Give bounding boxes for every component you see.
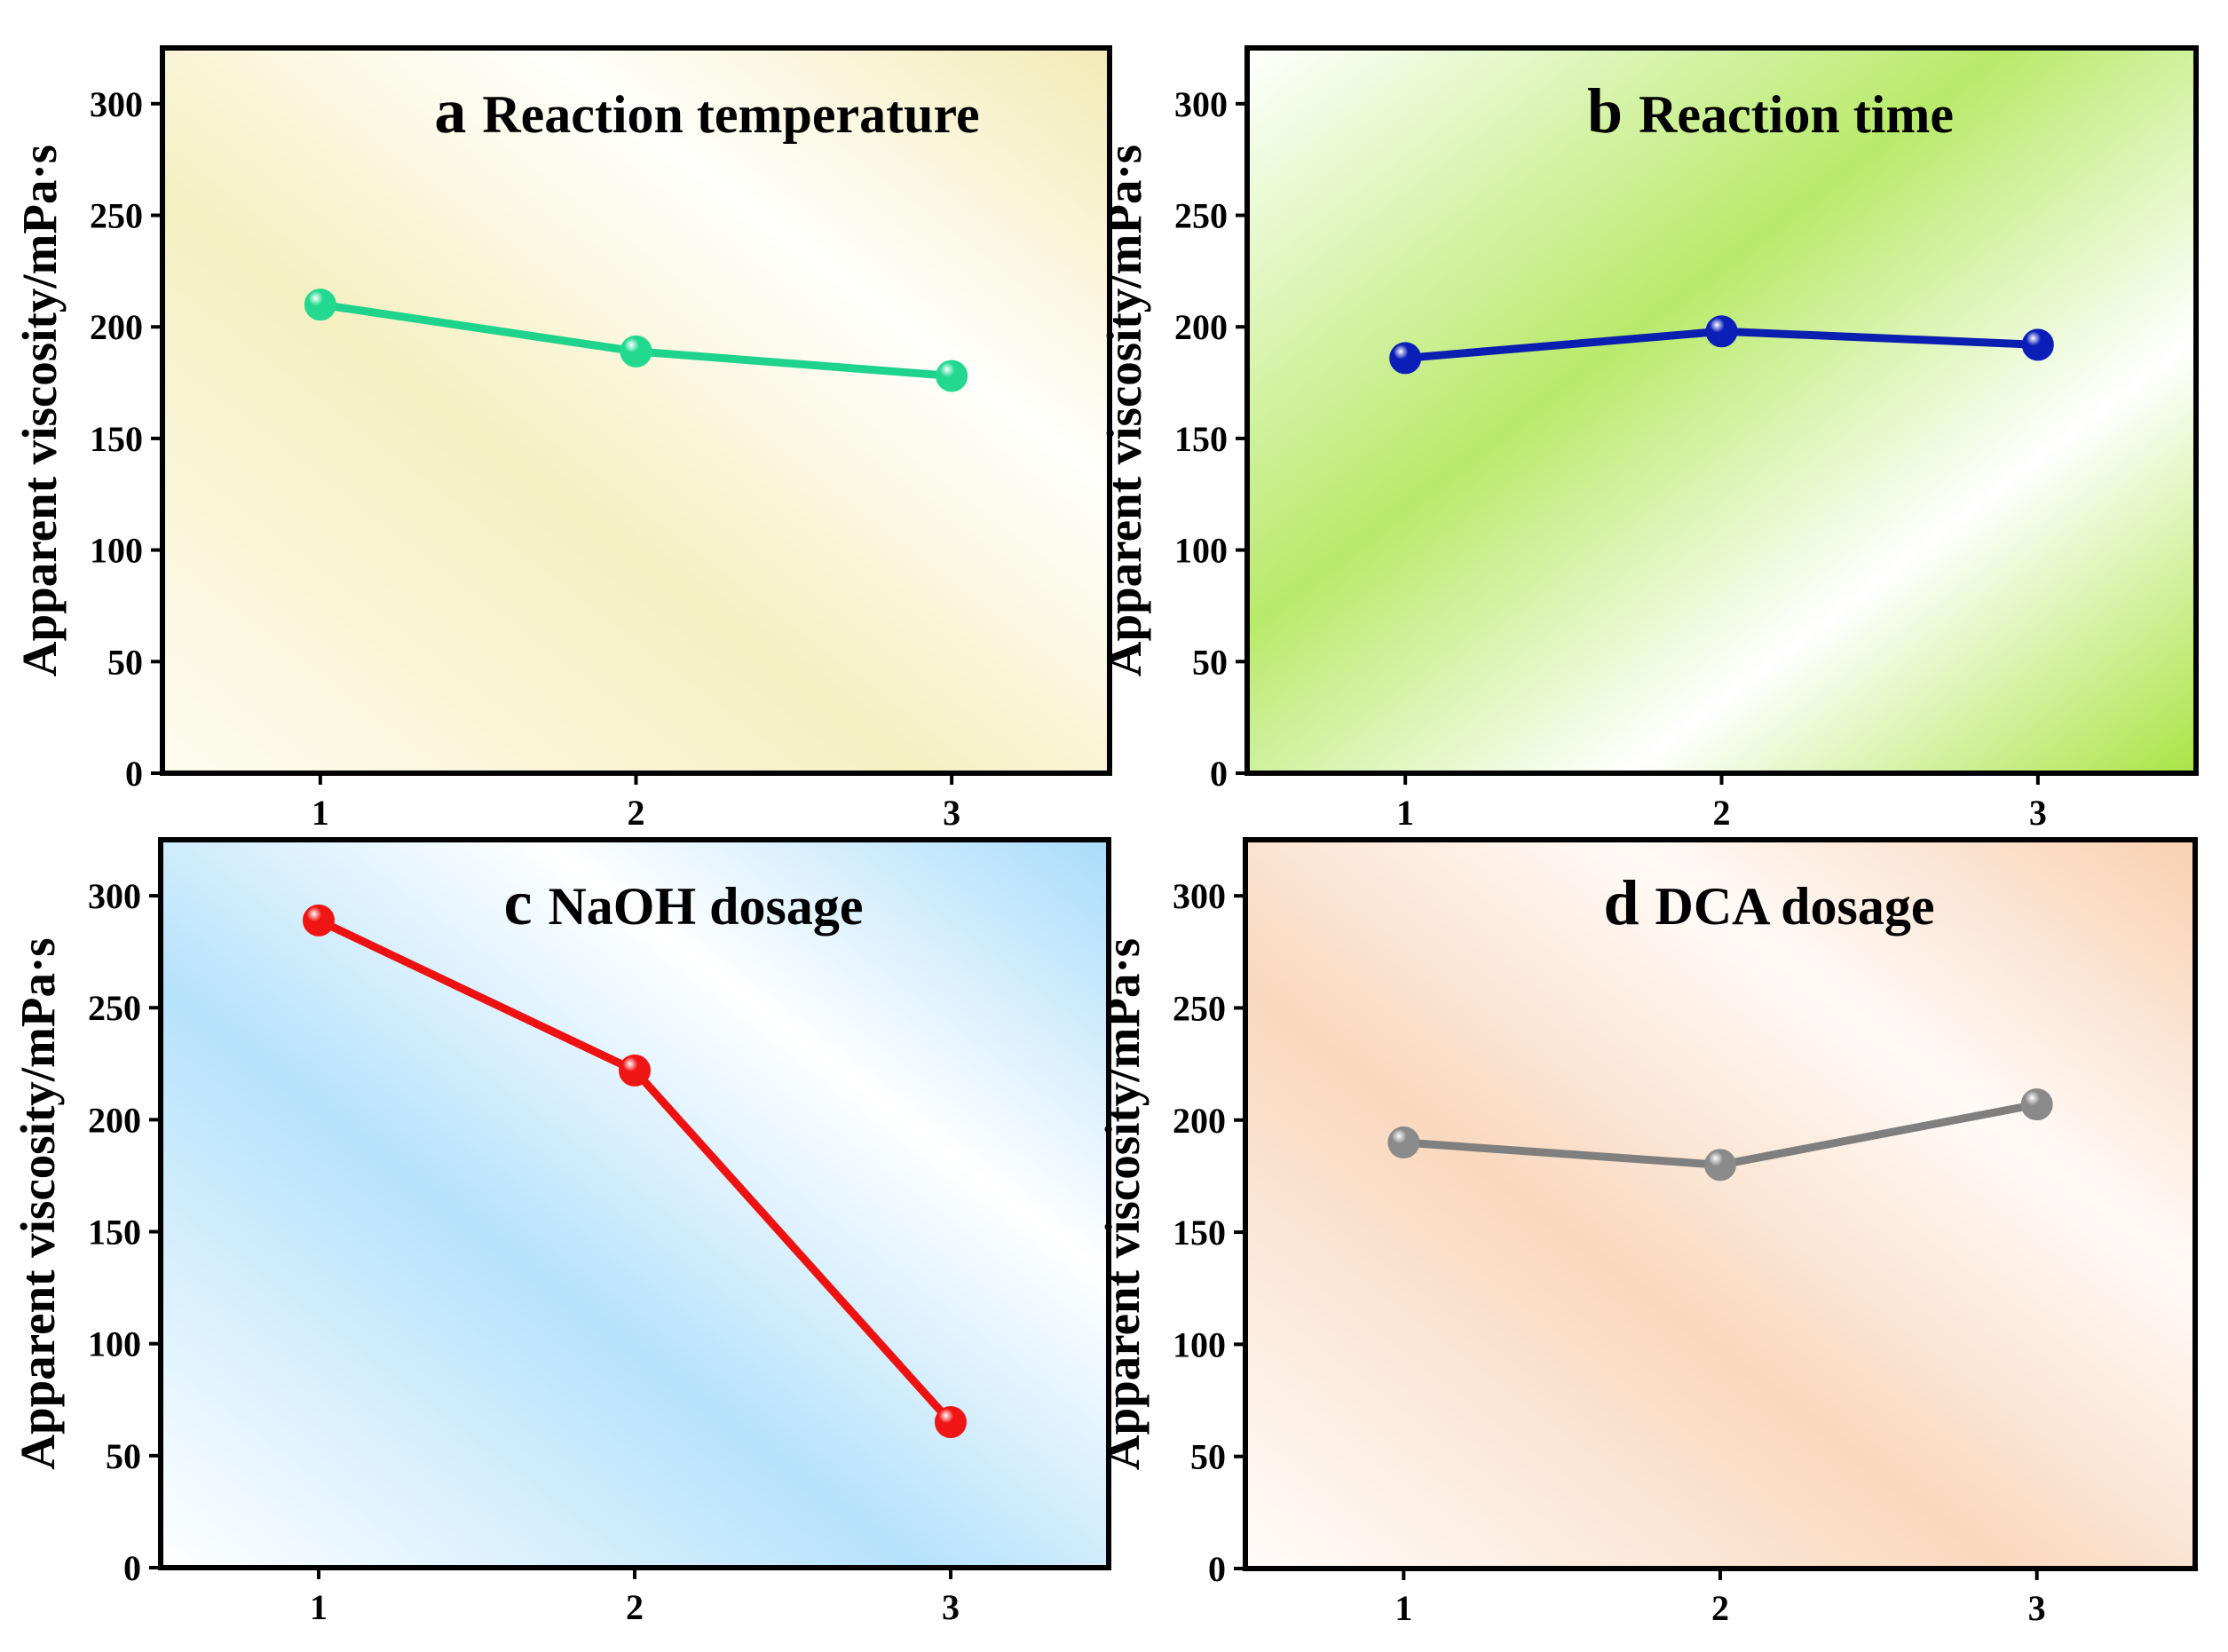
y-tick-label-b: 100 xyxy=(1174,531,1228,571)
data-point-b xyxy=(1705,315,1738,348)
y-tick-label-b: 250 xyxy=(1174,196,1228,236)
plot-area-c xyxy=(161,840,1109,1568)
plot-frame-c xyxy=(158,837,1111,1570)
y-tick-label-d: 0 xyxy=(1208,1549,1226,1589)
data-point-d xyxy=(2020,1088,2053,1121)
x-tick-label-c: 3 xyxy=(942,1587,960,1627)
data-point-a xyxy=(620,335,652,368)
y-tick-label-d: 200 xyxy=(1173,1101,1226,1141)
data-point-a xyxy=(304,289,336,321)
panel-title-a: a Reaction temperature xyxy=(434,75,979,146)
panel-title-text-d: DCA dosage xyxy=(1655,877,1935,936)
y-tick-label-c: 100 xyxy=(88,1324,141,1364)
data-point-d xyxy=(1704,1149,1736,1182)
y-tick-label-d: 250 xyxy=(1173,988,1226,1028)
panel-c: 0 50 100 150 200 250 300 1 2 3 Apparent viscosity/… xyxy=(11,837,1111,1627)
panel-letter-b: b xyxy=(1587,75,1623,146)
y-tick-label-a: 100 xyxy=(90,531,143,571)
y-tick-label-a: 50 xyxy=(107,642,143,682)
y-tick-label-a: 150 xyxy=(90,419,143,459)
y-axis-title-d: Apparent viscosity/mPa·s xyxy=(1095,938,1150,1470)
y-tick-label-d: 300 xyxy=(1173,876,1226,916)
y-axis-title-c: Apparent viscosity/mPa·s xyxy=(11,937,65,1469)
data-point-b xyxy=(1389,342,1422,375)
y-tick-label-c: 300 xyxy=(88,876,141,916)
y-tick-label-d: 100 xyxy=(1173,1324,1226,1364)
data-point-d xyxy=(1387,1126,1420,1159)
data-point-b xyxy=(2021,328,2054,361)
panel-b: 0 50 100 150 200 250 300 1 2 3 Apparent viscosity/… xyxy=(1097,45,2199,833)
y-tick-label-c: 200 xyxy=(88,1100,141,1140)
panel-title-c: c NaOH dosage xyxy=(504,867,864,938)
x-tick-label-a: 1 xyxy=(312,793,329,833)
y-tick-label-c: 250 xyxy=(88,988,141,1028)
panel-d: 0 50 100 150 200 250 300 1 2 3 Apparent viscosity/… xyxy=(1095,837,2198,1628)
data-point-a xyxy=(936,360,968,392)
data-point-c xyxy=(935,1406,967,1438)
y-tick-label-b: 50 xyxy=(1192,642,1228,682)
plot-frame-b xyxy=(1244,45,2199,776)
y-tick-label-c: 150 xyxy=(88,1213,141,1253)
panel-letter-d: d xyxy=(1603,867,1639,938)
y-tick-label-a: 300 xyxy=(90,84,143,124)
x-tick-label-a: 2 xyxy=(628,793,645,833)
panel-title-text-a: Reaction temperature xyxy=(482,85,979,144)
plot-area-b xyxy=(1247,48,2196,773)
plot-frame-d xyxy=(1243,837,2198,1571)
y-tick-label-b: 0 xyxy=(1210,754,1228,794)
plot-area-a xyxy=(162,48,1110,773)
x-tick-label-b: 1 xyxy=(1396,793,1414,833)
plot-area-d xyxy=(1245,840,2195,1569)
panel-letter-a: a xyxy=(434,75,466,146)
y-tick-label-d: 150 xyxy=(1173,1213,1226,1253)
y-tick-label-b: 150 xyxy=(1174,419,1228,459)
x-tick-label-d: 3 xyxy=(2028,1588,2046,1628)
panel-letter-c: c xyxy=(504,867,533,938)
data-point-c xyxy=(619,1054,651,1087)
y-tick-label-d: 50 xyxy=(1190,1437,1226,1477)
y-tick-label-b: 300 xyxy=(1174,84,1228,124)
panel-title-text-b: Reaction time xyxy=(1639,85,1954,144)
panel-title-b: b Reaction time xyxy=(1587,75,1954,146)
panel-title-text-c: NaOH dosage xyxy=(548,877,863,936)
data-point-c xyxy=(303,904,335,937)
x-tick-label-d: 2 xyxy=(1711,1588,1729,1628)
panel-title-d: d DCA dosage xyxy=(1603,867,1934,938)
y-axis-title-b: Apparent viscosity/mPa·s xyxy=(1097,145,1151,676)
y-tick-label-c: 50 xyxy=(106,1436,141,1476)
y-axis-title-a: Apparent viscosity/mPa·s xyxy=(12,145,67,676)
y-tick-label-a: 0 xyxy=(125,754,143,794)
x-tick-label-c: 2 xyxy=(626,1587,644,1627)
y-tick-label-c: 0 xyxy=(123,1548,141,1588)
plot-frame-a xyxy=(160,45,1112,776)
x-tick-label-a: 3 xyxy=(943,793,960,833)
x-tick-label-b: 2 xyxy=(1713,793,1731,833)
x-tick-label-c: 1 xyxy=(310,1587,328,1627)
panel-a: 0 50 100 150 200 250 300 1 2 3 Apparent viscosity/… xyxy=(12,45,1112,833)
x-tick-label-b: 3 xyxy=(2029,793,2047,833)
y-tick-label-a: 200 xyxy=(90,307,143,347)
x-tick-label-d: 1 xyxy=(1394,1588,1412,1628)
y-tick-label-b: 200 xyxy=(1174,307,1228,347)
y-tick-label-a: 250 xyxy=(90,196,143,236)
